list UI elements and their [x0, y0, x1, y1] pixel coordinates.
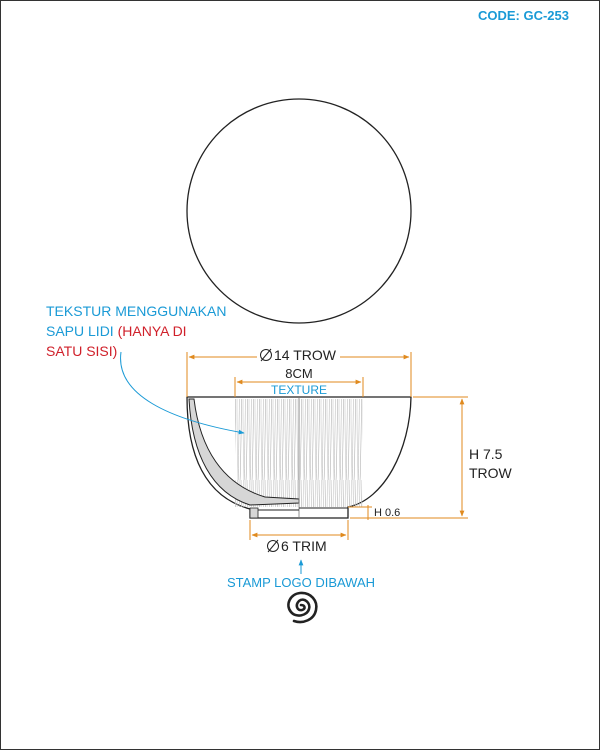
texture-note-line2: SAPU LIDI (HANYA DI	[46, 321, 226, 341]
diameter-icon	[267, 539, 279, 553]
spiral-logo-icon	[287, 591, 318, 624]
diameter-icon	[260, 348, 272, 362]
foot-height-label: H 0.6	[374, 507, 400, 519]
bowl-side-view	[186, 396, 412, 519]
texture-width-label: 8CM	[285, 366, 312, 381]
dimension-foot-diameter: 6 TRIM	[249, 520, 349, 554]
height-label-2: TROW	[469, 465, 513, 481]
foot-diameter-label: 6 TRIM	[281, 538, 327, 554]
stamp-label: STAMP LOGO DIBAWAH	[227, 575, 375, 590]
texture-note-red-1: (HANYA DI	[117, 323, 187, 339]
height-label-1: H 7.5	[469, 446, 503, 462]
product-code: CODE: GC-253	[477, 8, 569, 23]
dimension-foot-height: H 0.6	[348, 505, 400, 520]
texture-leader	[120, 351, 245, 435]
texture-note-line1: TEKSTUR MENGGUNAKAN	[46, 303, 227, 319]
dimension-texture-width: 8CM TEXTURE	[234, 366, 364, 397]
dimension-top-diameter: 14 TROW	[186, 347, 412, 397]
dimension-height: H 7.5 TROW	[350, 396, 513, 519]
texture-note-blue: SAPU LIDI	[46, 323, 114, 339]
bowl-top-view	[186, 98, 412, 324]
texture-note: TEKSTUR MENGGUNAKAN SAPU LIDI (HANYA DI …	[46, 301, 226, 361]
diameter-top-label: 14 TROW	[274, 347, 337, 363]
texture-note-red-2: SATU SISI)	[46, 343, 118, 359]
texture-label: TEXTURE	[271, 383, 327, 397]
